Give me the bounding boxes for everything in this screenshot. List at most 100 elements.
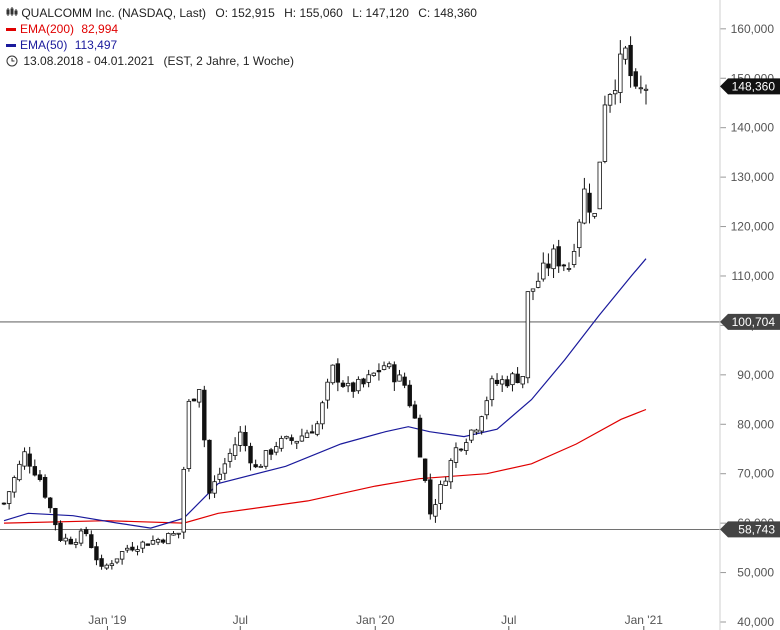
candle-body [351, 382, 356, 392]
hline-flag: 100,704 [720, 313, 780, 330]
hline-flag: 58,743 [720, 521, 780, 538]
candle-body [371, 372, 376, 376]
candle-body [556, 246, 561, 267]
candle-body [618, 53, 623, 93]
y-tick-label: 130,000 [731, 170, 775, 184]
legend-ema200: EMA(200) 82,994 [6, 21, 118, 37]
candle-body [212, 481, 217, 494]
candle-body [63, 537, 68, 542]
candle-body [320, 402, 325, 425]
candle-body [166, 533, 171, 545]
candle-body [294, 440, 299, 444]
legend-ema50-value: 113,497 [74, 38, 118, 52]
ohlc-close: C: 148,360 [418, 6, 477, 20]
candle-body [433, 504, 438, 517]
legend-ema200-value: 82,994 [81, 22, 119, 36]
candle-body [376, 370, 382, 373]
candle-body [27, 453, 32, 467]
candle-body [494, 379, 500, 385]
candle-body [582, 188, 587, 224]
candle-body [186, 400, 192, 469]
candle-body [6, 491, 12, 504]
y-tick-label: 160,000 [731, 22, 775, 36]
candle-body [366, 374, 371, 383]
ohlc-low: L: 147,120 [352, 6, 409, 20]
candle-body [587, 192, 592, 213]
candle-body [207, 439, 212, 494]
ohlc-high: H: 155,060 [284, 6, 343, 20]
ema50-path [3, 258, 647, 529]
ema200-swatch [6, 28, 16, 32]
candle-body [68, 538, 73, 545]
y-tick-label: 120,000 [731, 220, 775, 234]
last-price-flag-label: 148,360 [732, 79, 776, 93]
candle-body [335, 363, 341, 383]
candle-body [330, 364, 335, 384]
candle-body [140, 541, 145, 549]
candle-body [535, 280, 541, 288]
candle-body [422, 458, 428, 481]
y-axis: 160,000150,000140,000130,000120,000110,0… [719, 0, 775, 630]
hline-flag-bg [720, 521, 780, 538]
x-axis: Jan '19 Jul Jan '20 Jul Jan '21 [88, 613, 663, 630]
candle-body [238, 431, 243, 446]
ohlc-open: O: 152,915 [215, 6, 275, 20]
candle-body [469, 429, 474, 441]
candle-body [99, 558, 104, 567]
candle-body [181, 468, 186, 533]
candle-body [612, 90, 618, 95]
candle-body [12, 477, 17, 493]
chart-title-row: QUALCOMM Inc. (NASDAQ, Last) O: 152,915 … [6, 5, 477, 21]
candle-body [89, 534, 94, 549]
ema200-line [3, 408, 647, 524]
x-tick-label: Jan '21 [625, 613, 664, 627]
candle-body [381, 365, 387, 370]
candle-body [577, 221, 582, 249]
candles [1, 36, 649, 570]
candle-body [263, 450, 269, 467]
candle-body [510, 373, 515, 386]
candle-body [458, 448, 464, 451]
price-flags: 100,704 58,743 148,360 [720, 78, 780, 538]
candle-body [407, 384, 412, 407]
candle-body [299, 435, 305, 442]
x-tick-label: Jul [233, 613, 248, 627]
candle-body [145, 543, 151, 546]
candle-body [161, 539, 166, 543]
candle-body [443, 480, 448, 486]
candle-body [73, 542, 79, 545]
candle-body [340, 382, 346, 387]
candle-body [561, 264, 567, 267]
candle-body [232, 444, 238, 456]
candle-body [253, 464, 258, 468]
candle-body [546, 263, 551, 269]
candle-body [114, 558, 120, 563]
candle-body [499, 379, 505, 385]
candle-body [83, 529, 89, 535]
candle-body [417, 417, 423, 458]
ema50-swatch [6, 44, 16, 48]
y-tick-label: 140,000 [731, 121, 775, 135]
candle-body [289, 437, 294, 441]
candle-body [37, 474, 43, 481]
chart-title: QUALCOMM Inc. (NASDAQ, Last) [21, 6, 207, 20]
candle-body [412, 404, 418, 419]
candle-body [356, 378, 361, 392]
candle-body [109, 563, 115, 566]
period-row: 13.08.2018 - 04.01.2021 (EST, 2 Jahre, 1… [6, 53, 294, 69]
last-price-flag: 148,360 [720, 78, 780, 95]
hline-flag-label: 58,743 [738, 522, 775, 536]
candlestick-icon [6, 5, 18, 21]
candle-body [217, 473, 222, 480]
candle-body [602, 104, 608, 162]
candle-body [453, 447, 459, 463]
candle-body [155, 539, 161, 543]
candle-body [243, 432, 248, 447]
y-tick-label: 70,000 [737, 467, 774, 481]
candle-body [258, 465, 263, 468]
y-tick-label: 50,000 [737, 566, 774, 580]
candle-body [525, 291, 531, 379]
period-note: (EST, 2 Jahre, 1 Woche) [163, 54, 294, 68]
x-tick-label: Jul [501, 613, 516, 627]
